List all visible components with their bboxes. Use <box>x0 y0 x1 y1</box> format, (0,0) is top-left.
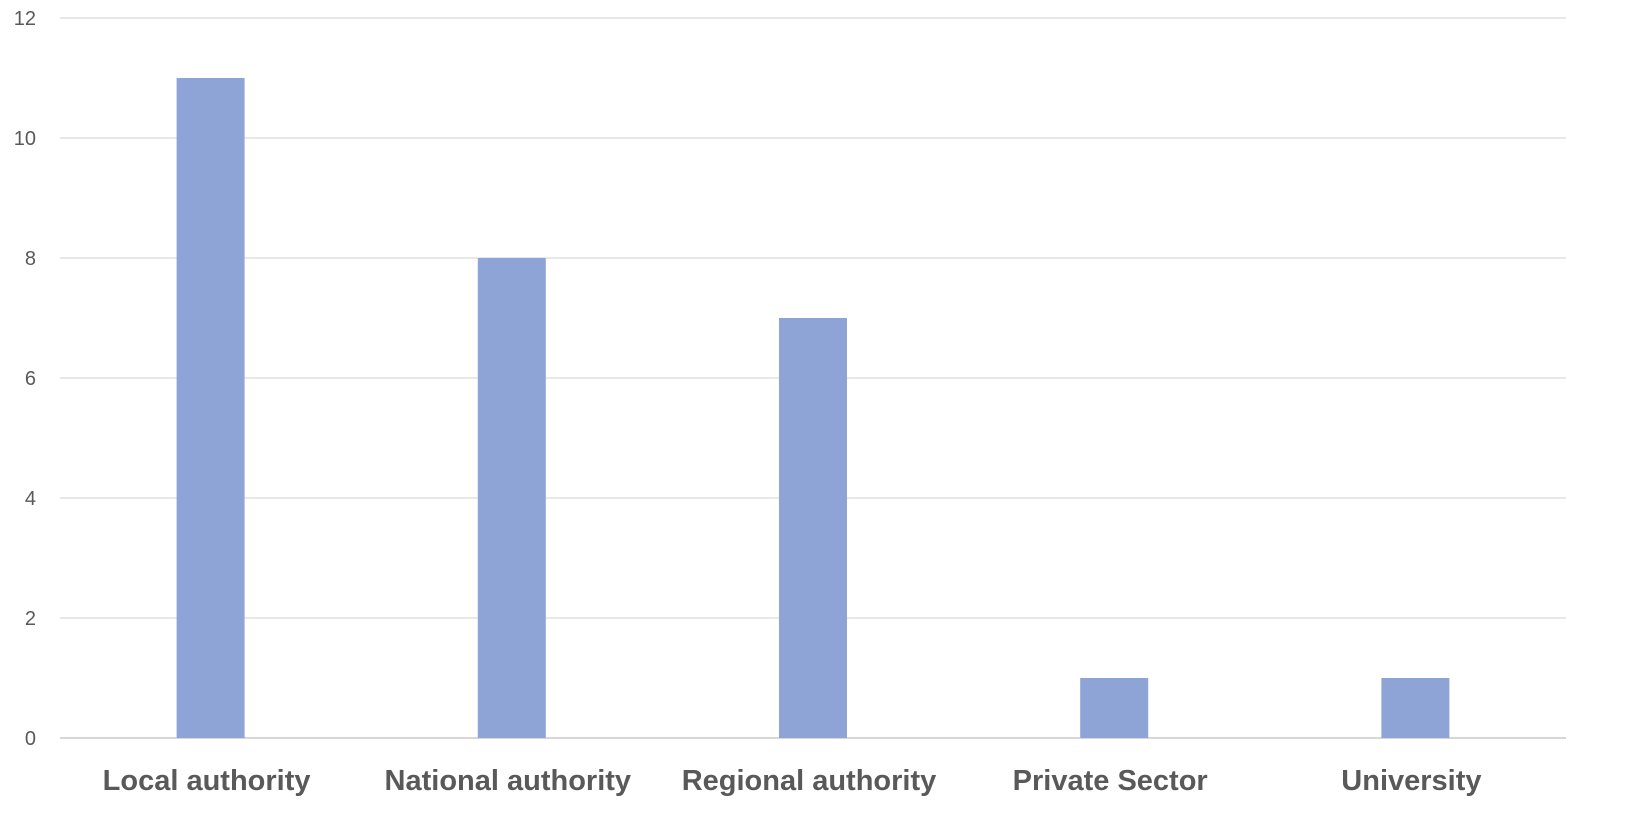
y-tick-label: 4 <box>25 488 36 510</box>
y-axis-tick-labels: 0 2 4 6 8 10 12 <box>14 8 36 750</box>
x-category-label: Regional authority <box>682 765 937 797</box>
x-category-label: Local authority <box>103 765 311 797</box>
x-axis-category-labels: Local authority National authority Regiona… <box>103 765 1482 797</box>
bar-private-sector <box>1080 678 1149 738</box>
y-tick-label: 2 <box>25 608 36 630</box>
y-tick-label: 12 <box>14 8 36 30</box>
bars <box>176 78 1450 738</box>
bar-local-authority <box>176 78 245 738</box>
x-category-label: Private Sector <box>1013 765 1208 797</box>
y-tick-label: 10 <box>14 128 36 150</box>
bar-regional-authority <box>779 318 847 738</box>
bar-university <box>1381 678 1450 738</box>
bar-national-authority <box>477 258 546 738</box>
y-tick-label: 0 <box>25 728 36 750</box>
x-category-label: National authority <box>385 765 632 797</box>
x-category-label: University <box>1341 765 1481 797</box>
y-tick-label: 8 <box>25 248 36 270</box>
y-tick-label: 6 <box>25 368 36 390</box>
